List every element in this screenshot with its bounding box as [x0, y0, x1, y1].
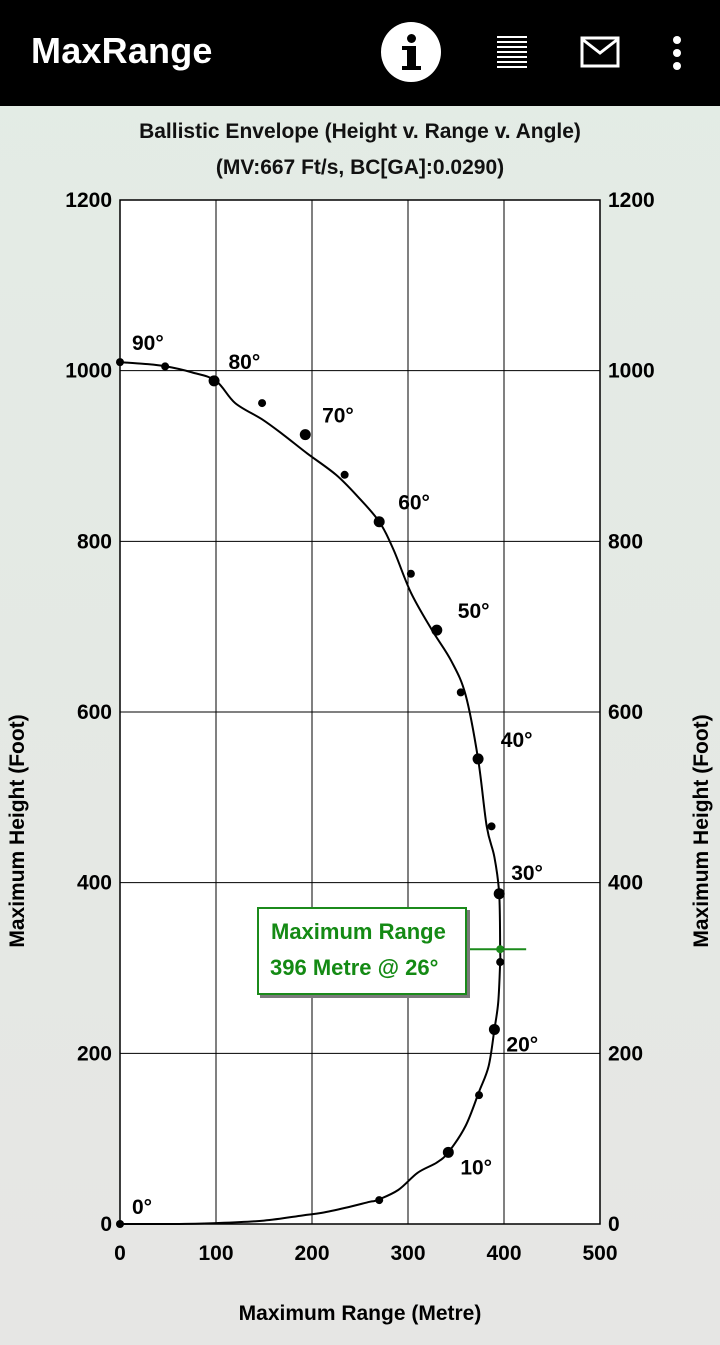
angle-label-90: 90°	[132, 332, 164, 355]
x-tick-400: 400	[486, 1242, 521, 1265]
x-tick-200: 200	[294, 1242, 329, 1265]
y-tick-right-400: 400	[608, 872, 643, 895]
x-tick-0: 0	[114, 1242, 126, 1265]
grid-lines	[119, 199, 601, 1225]
angle-label-60: 60°	[398, 492, 430, 515]
angle-marker-35	[487, 822, 496, 831]
y-tick-right-1200: 1200	[608, 189, 655, 212]
angle-marker-30	[493, 888, 505, 900]
y-axis-label-right: Maximum Height (Foot)	[690, 714, 713, 947]
angle-label-30: 30°	[511, 862, 543, 885]
angle-labels: 0° 10° 20° 30° 40° 50° 60° 70° 80° 90°	[132, 332, 543, 1219]
max-range-callout: Maximum Range 396 Metre @ 26°	[257, 907, 467, 995]
chart-subtitle: (MV:667 Ft/s, BC[GA]:0.0290)	[215, 156, 505, 179]
angle-marker-50	[431, 624, 443, 636]
app-bar: MaxRange	[0, 0, 720, 106]
envelope-curve	[119, 361, 502, 1226]
y-tick-right-0: 0	[608, 1213, 620, 1236]
y-tick-left-0: 0	[100, 1213, 112, 1236]
y-ticks-right: 0 200 400 600 800 1000 1200	[608, 189, 655, 1236]
y-tick-left-1000: 1000	[65, 360, 112, 383]
y-tick-left-600: 600	[77, 701, 112, 724]
list-button[interactable]	[496, 36, 528, 70]
angle-marker-70	[299, 429, 311, 441]
max-range-point	[496, 945, 505, 954]
angle-marker-5	[375, 1196, 384, 1205]
angle-label-0: 0°	[132, 1196, 152, 1219]
y-tick-left-800: 800	[77, 530, 112, 553]
y-tick-right-800: 800	[608, 530, 643, 553]
angle-label-20: 20°	[506, 1033, 538, 1056]
angle-marker-45	[456, 688, 465, 697]
angle-marker-65	[340, 470, 349, 479]
angle-marker-15	[475, 1091, 484, 1100]
x-tick-500: 500	[582, 1242, 617, 1265]
x-axis-label: Maximum Range (Metre)	[239, 1302, 482, 1325]
x-ticks: 0 100 200 300 400 500	[114, 1242, 617, 1265]
angle-marker-85	[161, 362, 170, 371]
angle-marker-40	[472, 753, 484, 765]
angle-marker-0	[116, 1220, 124, 1228]
mail-icon	[580, 36, 620, 68]
angle-markers	[116, 358, 505, 1228]
angle-label-50: 50°	[458, 600, 490, 623]
angle-label-40: 40°	[501, 729, 533, 752]
app-title: MaxRange	[31, 30, 213, 71]
y-tick-right-600: 600	[608, 701, 643, 724]
angle-marker-55	[406, 569, 415, 578]
angle-label-10: 10°	[460, 1156, 492, 1179]
email-button[interactable]	[580, 36, 620, 68]
y-axis-label-left: Maximum Height (Foot)	[6, 714, 29, 947]
angle-label-80: 80°	[229, 351, 261, 374]
angle-marker-90	[116, 358, 124, 367]
x-tick-300: 300	[390, 1242, 425, 1265]
y-tick-left-400: 400	[77, 872, 112, 895]
y-tick-right-200: 200	[608, 1042, 643, 1065]
y-ticks-left: 0 200 400 600 800 1000 1200	[65, 189, 112, 1236]
y-tick-left-1200: 1200	[65, 189, 112, 212]
chart-title: Ballistic Envelope (Height v. Range v. A…	[139, 120, 581, 143]
overflow-menu-button[interactable]	[668, 36, 688, 70]
y-tick-right-1000: 1000	[608, 360, 655, 383]
angle-marker-10	[442, 1146, 454, 1158]
angle-marker-75	[258, 399, 267, 408]
max-range-title: Maximum Range	[271, 919, 446, 944]
angle-marker-60	[373, 516, 385, 528]
angle-label-70: 70°	[322, 405, 354, 428]
x-tick-100: 100	[198, 1242, 233, 1265]
max-range-value: 396 Metre @ 26°	[270, 955, 439, 980]
info-button[interactable]	[381, 22, 441, 82]
angle-marker-25	[496, 958, 505, 967]
y-tick-left-200: 200	[77, 1042, 112, 1065]
angle-marker-80	[208, 375, 220, 387]
angle-marker-20	[488, 1023, 500, 1035]
